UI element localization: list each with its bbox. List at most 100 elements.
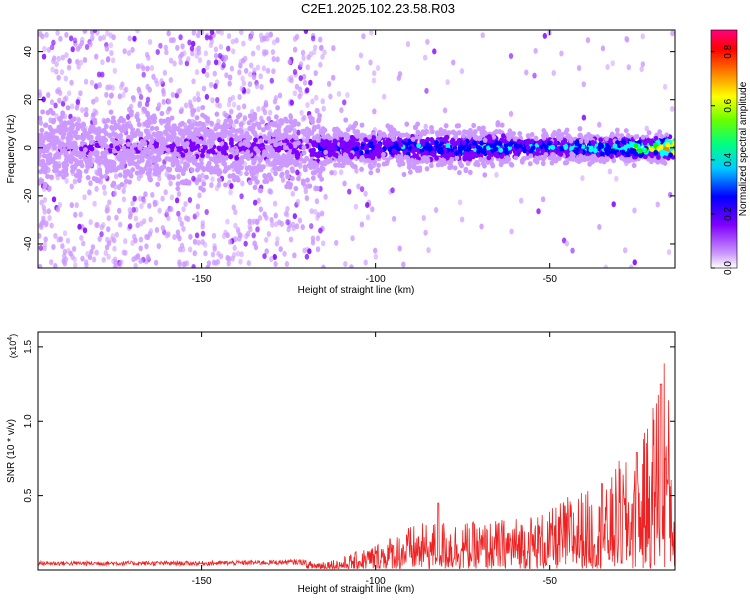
heatmap-cell (349, 264, 354, 268)
bottom-x-tick-label: -50 (542, 576, 557, 587)
heatmap-cell (121, 92, 126, 99)
heatmap-cell (77, 223, 82, 230)
heatmap-cell (299, 109, 304, 116)
heatmap-cell (141, 198, 147, 205)
heatmap-cell (642, 154, 648, 160)
heatmap-cell (215, 30, 221, 35)
heatmap-cell (103, 123, 109, 129)
heatmap-cell (243, 67, 249, 74)
heatmap-cell (540, 196, 546, 203)
heatmap-cell (270, 48, 276, 55)
heatmap-cell (368, 170, 374, 176)
heatmap-cell (121, 117, 127, 124)
heatmap-cell (373, 253, 379, 260)
heatmap-cell (246, 134, 251, 140)
colorbar-tick-label: 0.6 (723, 98, 734, 112)
heatmap-cell (235, 177, 241, 183)
heatmap-cell (109, 143, 114, 149)
heatmap-cell (155, 181, 161, 187)
heatmap-cell (438, 136, 444, 142)
heatmap-cell (73, 146, 79, 152)
heatmap-cell (459, 216, 465, 223)
heatmap-cell (387, 146, 393, 152)
heatmap-cell (161, 118, 167, 124)
heatmap-cell (540, 156, 546, 162)
heatmap-cell (301, 55, 306, 62)
heatmap-cell (213, 154, 218, 160)
heatmap-cell (472, 129, 478, 135)
heatmap-cell (457, 199, 463, 206)
heatmap-cell (479, 140, 485, 146)
heatmap-cell (333, 162, 338, 168)
heatmap-cell (43, 236, 48, 243)
heatmap-cell (131, 206, 136, 213)
heatmap-cell (457, 160, 463, 166)
heatmap-cell (263, 135, 269, 141)
heatmap-cell (223, 118, 229, 124)
heatmap-cell (297, 217, 303, 224)
heatmap-cell (259, 142, 265, 148)
heatmap-cell (105, 84, 110, 91)
heatmap-cell (96, 71, 102, 78)
heatmap-cell (320, 98, 325, 105)
heatmap-cell (323, 193, 328, 200)
heatmap-cell (44, 31, 49, 38)
heatmap-cell (359, 133, 365, 139)
heatmap-cell (147, 143, 153, 149)
heatmap-cell (461, 139, 467, 146)
heatmap-cell (256, 106, 261, 113)
heatmap-cell (385, 137, 391, 143)
heatmap-cell (616, 151, 622, 157)
heatmap-cell (541, 135, 547, 141)
heatmap-cell (214, 111, 220, 117)
heatmap-cell (292, 68, 298, 75)
heatmap-cell (590, 140, 596, 146)
heatmap-cell (302, 79, 308, 86)
heatmap-cell (670, 30, 675, 37)
heatmap-cell (86, 189, 92, 196)
heatmap-cell (136, 159, 142, 165)
top-x-ticks: -150 -100 -50 (192, 30, 557, 285)
heatmap-cell (642, 140, 648, 146)
heatmap-cell (42, 241, 48, 248)
heatmap-cell (599, 143, 605, 149)
heatmap-cell (67, 144, 73, 150)
heatmap-cell (204, 174, 209, 180)
heatmap-cell (358, 157, 364, 163)
heatmap-cell (251, 158, 257, 164)
heatmap-cell (65, 105, 71, 111)
heatmap-cell (655, 159, 661, 165)
heatmap-cell (292, 128, 297, 135)
heatmap-cell (302, 114, 307, 121)
heatmap-cell (265, 67, 271, 74)
heatmap-cell (600, 45, 606, 52)
heatmap-cell (452, 165, 458, 171)
heatmap-cell (297, 93, 302, 100)
heatmap-cell (91, 256, 97, 263)
heatmap-cell (156, 156, 162, 162)
heatmap-cell (258, 138, 264, 144)
heatmap-cell (283, 160, 289, 166)
heatmap-cell (145, 159, 151, 166)
heatmap-cell (234, 37, 239, 44)
heatmap-cell (89, 79, 95, 86)
heatmap-cell (206, 138, 212, 144)
heatmap-cell (524, 141, 530, 147)
heatmap-cell (149, 65, 155, 72)
heatmap-cell (61, 161, 67, 167)
heatmap-cell (217, 157, 222, 164)
heatmap-cell (183, 147, 189, 154)
heatmap-cell (300, 49, 306, 56)
heatmap-cell (553, 140, 559, 146)
heatmap-cell (276, 166, 282, 172)
heatmap-cell (359, 122, 365, 128)
heatmap-cell (91, 98, 96, 105)
heatmap-cell (251, 122, 256, 129)
heatmap-cell (564, 159, 570, 166)
heatmap-cell (129, 134, 134, 141)
heatmap-cell (196, 96, 201, 103)
heatmap-cell (568, 138, 574, 144)
heatmap-cell (285, 219, 290, 226)
heatmap-cell (310, 35, 316, 42)
heatmap-cell (141, 106, 147, 112)
